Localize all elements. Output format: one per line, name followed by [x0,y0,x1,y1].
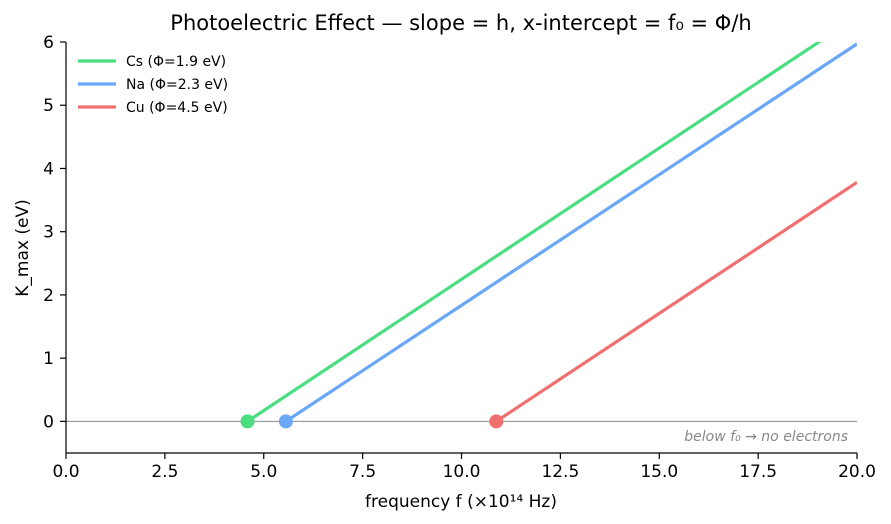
x-tick-label: 2.5 [151,462,178,482]
x-axis-label: frequency f (×10¹⁴ Hz) [365,492,557,512]
x-tick-label: 0.0 [52,462,79,482]
y-tick-label: 2 [43,286,54,306]
y-tick-label: 5 [43,96,54,116]
x-tick-label: 12.5 [541,462,579,482]
x-tick-label: 7.5 [349,462,376,482]
legend-label-na: Na (Φ=2.3 eV) [126,77,228,93]
y-tick-label: 0 [43,412,54,432]
axes: 0.0 2.5 5.0 7.5 10.0 12.5 15.0 17.5 20.0 0 1 2 3 4 5 6 [43,33,876,482]
threshold-point-cs [240,414,255,429]
threshold-point-na [278,414,293,429]
series-lines [246,42,857,423]
x-tick-label: 17.5 [739,462,777,482]
legend-label-cs: Cs (Φ=1.9 eV) [126,54,226,70]
y-tick-label: 6 [43,33,54,53]
x-tick-label: 5.0 [250,462,277,482]
y-tick-label: 1 [43,349,54,369]
plot-area [66,42,857,429]
series-line-cu [495,181,857,423]
x-tick-label: 15.0 [640,462,678,482]
series-line-cs [246,42,822,423]
threshold-point-cu [489,414,504,429]
x-tick-label: 10.0 [443,462,481,482]
threshold-annotation: below f₀ → no electrons [684,429,848,445]
x-axis-ticks: 0.0 2.5 5.0 7.5 10.0 12.5 15.0 17.5 20.0 [52,453,876,482]
y-tick-label: 4 [43,159,54,179]
y-axis-ticks: 0 1 2 3 4 5 6 [43,33,66,432]
legend-label-cu: Cu (Φ=4.5 eV) [126,100,228,116]
legend: Cs (Φ=1.9 eV) Na (Φ=2.3 eV) Cu (Φ=4.5 eV) [78,54,228,116]
x-tick-label: 20.0 [838,462,876,482]
series-threshold-points [240,414,504,429]
series-line-na [285,42,857,423]
y-tick-label: 3 [43,223,54,243]
y-axis-label: K_max (eV) [13,199,33,296]
chart-title: Photoelectric Effect — slope = h, x-inte… [170,11,751,35]
